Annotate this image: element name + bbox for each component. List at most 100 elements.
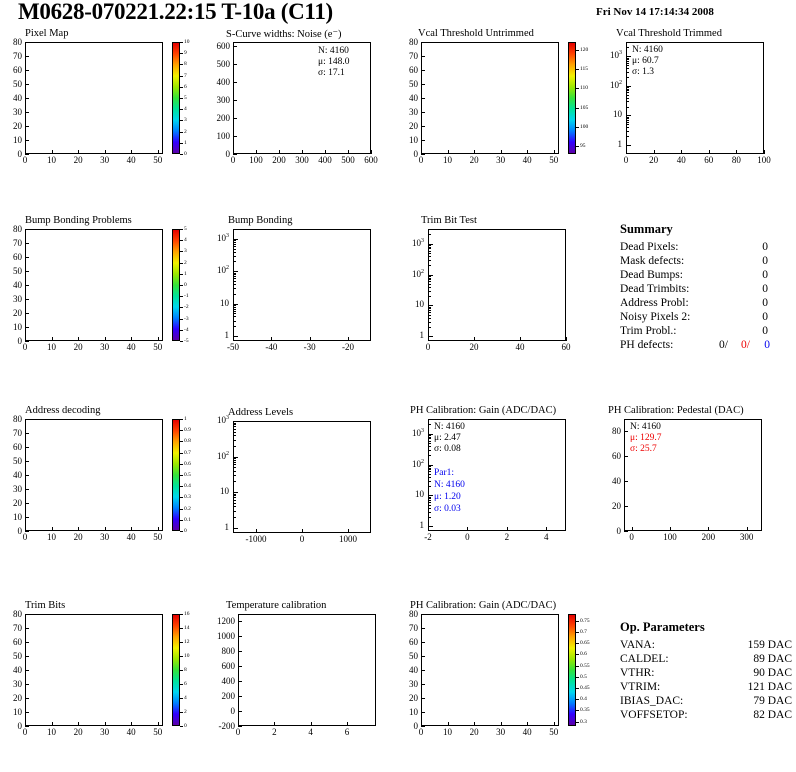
- summary-heading: Summary: [620, 222, 673, 236]
- colorbar-tick-label: -5: [184, 338, 189, 344]
- axis-tick-label: 50: [13, 266, 22, 276]
- axis-tick-label: 0: [629, 532, 634, 542]
- colorbar-tick-label: 4: [184, 106, 187, 113]
- colorbar-tick-label: 0.5: [580, 673, 587, 680]
- axis-tick-label: 102: [217, 265, 229, 276]
- axis-tick-label: 103: [412, 237, 424, 248]
- axis-tick-label: 20: [13, 693, 22, 703]
- colorbar-tick-label: 1: [184, 139, 187, 146]
- colorbar-tick-label: 2: [184, 259, 187, 266]
- axis-tick-label: 102: [412, 268, 424, 279]
- axis-tick-label: 200: [701, 532, 716, 542]
- panel-vcal-trimmed: Vcal Threshold Trimmed N: 4160 μ: 60.7 σ…: [594, 28, 796, 188]
- colorbar-tick-label: 0.5: [184, 472, 191, 478]
- colorbar-tick-label: 0.2: [184, 505, 191, 512]
- vcal-stat-sigma: σ: 1.3: [632, 67, 655, 77]
- ped-stat-mu: μ: 129.7: [630, 433, 662, 443]
- axis-tick-label: 0: [413, 721, 419, 731]
- gain-stat-sigma: σ: 0.08: [434, 444, 461, 454]
- axis-tick-label: 0: [425, 342, 431, 352]
- axis-tick-label: 100: [757, 155, 771, 165]
- axis-tick-label: 10: [443, 727, 453, 737]
- timestamp: Fri Nov 14 17:14:34 2008: [596, 6, 714, 18]
- axis-tick-label: 0: [22, 727, 28, 737]
- op-parameter-label: VOFFSETOP:: [620, 709, 688, 721]
- panel-pixel-map: Pixel Map 0 1 2 3 4 5 6 7 8 9 10 0 10 20 30 40 50 0 10 20…: [0, 28, 198, 188]
- plot-frame: [624, 419, 762, 531]
- axis-tick-label: 1: [617, 139, 623, 150]
- axis-tick-label: 40: [126, 727, 136, 737]
- axis-tick-label: 0: [418, 727, 424, 737]
- colorbar-tick-label: 8: [184, 667, 187, 673]
- axis-tick-label: 500: [341, 155, 355, 165]
- colorbar-tick-label: 6: [184, 83, 187, 90]
- colorbar-tick-label: 0.6: [184, 460, 191, 467]
- axis-tick-label: 102: [217, 450, 229, 461]
- axis-tick-label: 4: [544, 532, 549, 542]
- panel-trim-bits: Trim Bits 0 2 4 6 8 10 12 14 16 0 10 20 30 40 50 0 10 2…: [0, 600, 198, 765]
- axis-tick-label: -40: [265, 342, 278, 352]
- axis-tick-label: 40: [13, 280, 22, 290]
- panel-title: Vcal Threshold Trimmed: [616, 28, 722, 39]
- axis-tick-label: 50: [153, 727, 163, 737]
- axis-tick-label: 80: [409, 609, 418, 619]
- colorbar: [172, 229, 180, 341]
- ped-stat-n: N: 4160: [630, 422, 661, 432]
- ph-defects-value-1: 0/: [719, 339, 728, 351]
- panel-title: Trim Bits: [25, 600, 66, 611]
- panel-title: Vcal Threshold Untrimmed: [418, 28, 534, 39]
- colorbar-tick-label: -1: [184, 293, 189, 300]
- panel-title: Address Levels: [228, 407, 294, 418]
- op-parameter-value: 90 DAC: [753, 667, 792, 679]
- axis-tick-label: 300: [216, 94, 231, 105]
- axis-tick-label: 103: [412, 427, 424, 438]
- axis-tick-label: 30: [409, 679, 418, 689]
- summary-row: Address Probl: 0: [620, 296, 796, 310]
- panel-title: Trim Bit Test: [421, 215, 477, 226]
- colorbar-tick-label: 16: [184, 611, 190, 617]
- axis-tick-label: 200: [272, 155, 286, 165]
- panel-vcal-untrimmed: Vcal Threshold Untrimmed 95 100 105 110 115 1…: [396, 28, 594, 188]
- colorbar-tick-label: 1: [184, 270, 187, 277]
- scurve-stat-mu: μ: 148.0: [318, 57, 350, 67]
- ph-defects-value-3: 0: [764, 339, 770, 351]
- axis-tick-label: 60: [409, 637, 418, 647]
- axis-tick-label: -200: [218, 721, 236, 731]
- panel-title: Bump Bonding: [228, 215, 293, 226]
- colorbar-tick-label: 8: [184, 61, 187, 68]
- axis-tick-label: -1000: [245, 534, 267, 544]
- axis-tick-label: 20: [73, 727, 83, 737]
- panel-title: S-Curve widths: Noise (e⁻): [226, 29, 342, 40]
- summary-row: Noisy Pixels 2: 0: [620, 310, 796, 324]
- axis-tick-label: 100: [663, 532, 677, 542]
- op-parameter-label: VANA:: [620, 639, 655, 651]
- gain-par1-n: N: 4160: [434, 480, 465, 490]
- axis-tick-label: 10: [13, 322, 22, 332]
- colorbar-tick-label: 10: [184, 39, 190, 45]
- axis-tick-label: 10: [13, 512, 22, 522]
- summary-row-label: Trim Probl.:: [620, 325, 677, 337]
- plot-frame: [233, 421, 371, 533]
- axis-tick-label: 60: [13, 65, 22, 75]
- axis-tick-label: 60: [561, 342, 571, 352]
- axis-tick-label: 40: [126, 532, 136, 542]
- axis-tick-label: 40: [522, 155, 532, 165]
- op-parameter-label: VTRIM:: [620, 681, 661, 693]
- plot-frame: [25, 419, 163, 531]
- colorbar-tick-label: 0.75: [580, 617, 590, 624]
- axis-tick-label: 40: [13, 93, 22, 103]
- plot-frame: [238, 614, 376, 726]
- colorbar-tick-label: 0.65: [580, 640, 590, 647]
- summary-row-label: Dead Pixels:: [620, 241, 679, 253]
- axis-tick-label: 50: [153, 342, 163, 352]
- axis-tick-label: 50: [13, 79, 22, 89]
- ph-defects-row: PH defects: 0/ 0/ 0: [620, 338, 796, 352]
- axis-tick-label: 30: [100, 155, 110, 165]
- colorbar-tick-label: 0.9: [184, 427, 191, 434]
- axis-tick-label: 50: [409, 79, 418, 89]
- axis-tick-label: 10: [220, 486, 229, 496]
- op-parameter-value: 82 DAC: [753, 709, 792, 721]
- axis-tick-label: 10: [409, 135, 418, 145]
- axis-tick-label: 10: [13, 707, 22, 717]
- summary-row-label: Dead Bumps:: [620, 269, 683, 281]
